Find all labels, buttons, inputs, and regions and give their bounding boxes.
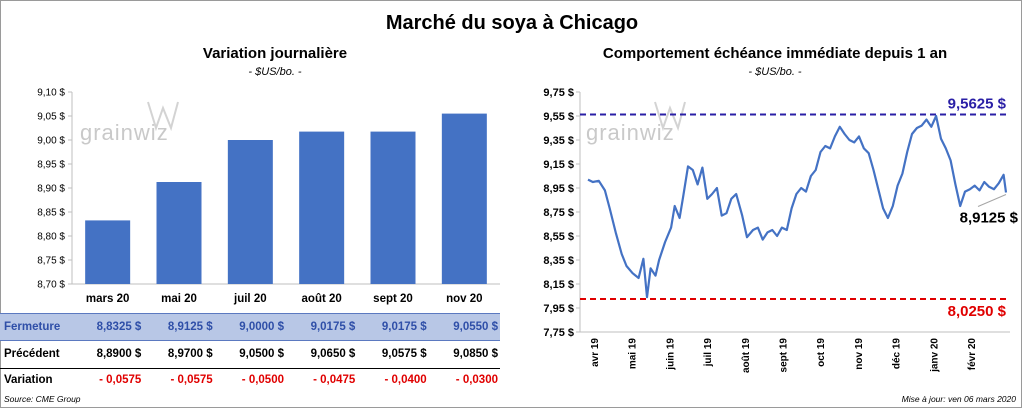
table-cell: - 0,0400 <box>384 374 427 386</box>
left-bars <box>85 113 487 284</box>
line-chart: grainwiz 7,75 $ 7,95 $ 8,15 $ 8,35 $ 8,55 $ 8… <box>543 87 1019 373</box>
table-row-label: Précédent <box>4 348 60 360</box>
table-cell: 8,9125 $ <box>167 321 213 333</box>
left-y-tick-label: 8,85 $ <box>37 208 65 219</box>
right-watermark-text: grainwiz <box>586 120 675 145</box>
bar-2 <box>227 140 273 284</box>
left-y-tick-label: 8,70 $ <box>37 280 65 291</box>
table-cell: - 0,0575 <box>99 374 142 386</box>
right-y-tick-label: 8,95 $ <box>543 183 574 195</box>
right-x-tick-label: août 19 <box>741 338 752 373</box>
right-x-tick-label: sept 19 <box>779 338 790 373</box>
right-watermark-mark <box>654 101 686 132</box>
bar-5 <box>441 113 487 284</box>
right-x-tick-label: juil 19 <box>703 338 714 368</box>
right-x-tick-label: févr 20 <box>967 338 978 371</box>
row-precedent: Précédent 8,8900 $ 8,9700 $ 9,0500 $ 9,0650 … <box>0 342 500 366</box>
left-chart-title: Variation journalière <box>202 45 348 62</box>
table-cell: 9,0575 $ <box>381 348 427 360</box>
right-x-tick-label: oct 19 <box>816 338 827 367</box>
right-chart-unit: - $US/bo. - <box>748 66 802 78</box>
right-y-tick-label: 9,75 $ <box>543 87 574 99</box>
table-cell: 9,0175 $ <box>310 321 356 333</box>
table-row-label: Variation <box>4 374 53 386</box>
table-cell: 8,9700 $ <box>167 348 213 360</box>
left-watermark-text: grainwiz <box>80 120 169 145</box>
left-watermark: grainwiz <box>80 101 179 145</box>
bar-0 <box>85 220 131 284</box>
right-y-tick-label: 7,95 $ <box>543 303 574 315</box>
table-cell: 9,0175 $ <box>381 321 427 333</box>
right-x-tick-label: déc 19 <box>892 338 903 370</box>
low-label: 8,0250 $ <box>948 303 1007 320</box>
right-x-tick-label: juin 19 <box>665 338 676 371</box>
left-y-tick-label: 8,75 $ <box>37 256 65 267</box>
left-x-tick-label: mai 20 <box>161 293 197 305</box>
right-x-tick-label: avr 19 <box>590 338 601 367</box>
left-x-tick-label: sept 20 <box>373 293 413 305</box>
right-chart-title: Comportement échéance immédiate depuis 1… <box>602 45 948 62</box>
table-cell: 8,8900 $ <box>96 348 142 360</box>
left-y-tick-label: 9,05 $ <box>37 112 65 123</box>
left-x-tick-label: août 20 <box>302 293 342 305</box>
left-x-tick-label: nov 20 <box>446 293 482 305</box>
right-y-tick-label: 9,35 $ <box>543 135 574 147</box>
right-axes: 7,75 $ 7,95 $ 8,15 $ 8,35 $ 8,55 $ 8,75 $ 8,95… <box>543 87 1010 373</box>
right-y-tick-label: 8,55 $ <box>543 231 574 243</box>
right-y-tick-label: 8,35 $ <box>543 255 574 267</box>
left-x-tick-label: juil 20 <box>233 293 267 305</box>
footer-source: Source: CME Group <box>4 394 81 404</box>
high-label: 9,5625 $ <box>948 96 1007 113</box>
right-y-tick-label: 8,75 $ <box>543 207 574 219</box>
table-cell: - 0,0475 <box>313 374 356 386</box>
footer-updated: Mise à jour: ven 06 mars 2020 <box>901 394 1016 404</box>
page-title: Marché du soya à Chicago <box>385 12 639 34</box>
bar-3 <box>299 131 345 284</box>
table-cell: 9,0650 $ <box>310 348 356 360</box>
bar-4 <box>370 131 416 284</box>
table-cell: 9,0550 $ <box>453 321 498 333</box>
right-watermark: grainwiz <box>586 101 686 145</box>
bar-chart: grainwiz 8,70 $8,75 $8,80 $8,85 $8,90 $8… <box>37 88 500 305</box>
table-cell: 9,0000 $ <box>239 321 284 333</box>
last-value-label: 8,9125 $ <box>960 210 1019 227</box>
table-cell: - 0,0575 <box>170 374 213 386</box>
left-y-tick-label: 8,80 $ <box>37 232 65 243</box>
right-y-tick-label: 9,15 $ <box>543 159 574 171</box>
left-y-tick-label: 8,90 $ <box>37 184 65 195</box>
left-axes: 8,70 $ 8,75 $ 8,80 $ 8,85 $ 8,90 $ 8,95 $ 9,00… <box>37 88 500 305</box>
row-variation: Variation - 0,0575 - 0,0575 - 0,0500 - 0,047… <box>0 368 500 391</box>
bar-1 <box>156 182 202 284</box>
right-x-tick-label: mai 19 <box>628 338 639 370</box>
left-x-tick-label: mars 20 <box>86 293 129 305</box>
right-y-tick-label: 8,15 $ <box>543 279 574 291</box>
table-cell: - 0,0300 <box>455 374 498 386</box>
table-cell: 8,8325 $ <box>96 321 142 333</box>
right-series: 8,9125 $ <box>587 114 1019 299</box>
left-y-tick-label: 9,00 $ <box>37 136 65 147</box>
right-reference-lines: 9,5625 $ 8,0250 $ <box>580 96 1010 320</box>
right-x-tick-label: nov 19 <box>854 338 865 370</box>
row-fermeture: Fermeture 8,8325 $ 8,9125 $ 9,0000 $ 9,0175 … <box>0 313 500 341</box>
table-cell: 9,0850 $ <box>453 348 498 360</box>
right-x-tick-label: janv 20 <box>929 338 940 373</box>
left-chart-unit: - $US/bo. - <box>248 66 302 78</box>
table-cell: 9,0500 $ <box>239 348 284 360</box>
right-y-tick-label: 7,75 $ <box>543 327 574 339</box>
price-series-line <box>587 114 1008 299</box>
table-row-label: Fermeture <box>4 321 61 333</box>
right-y-tick-label: 9,55 $ <box>543 111 574 123</box>
last-value-leader <box>977 194 1007 207</box>
left-y-tick-label: 9,10 $ <box>37 88 65 99</box>
left-y-tick-label: 8,95 $ <box>37 160 65 171</box>
left-watermark-mark <box>147 101 179 132</box>
table-cell: - 0,0500 <box>241 374 284 386</box>
